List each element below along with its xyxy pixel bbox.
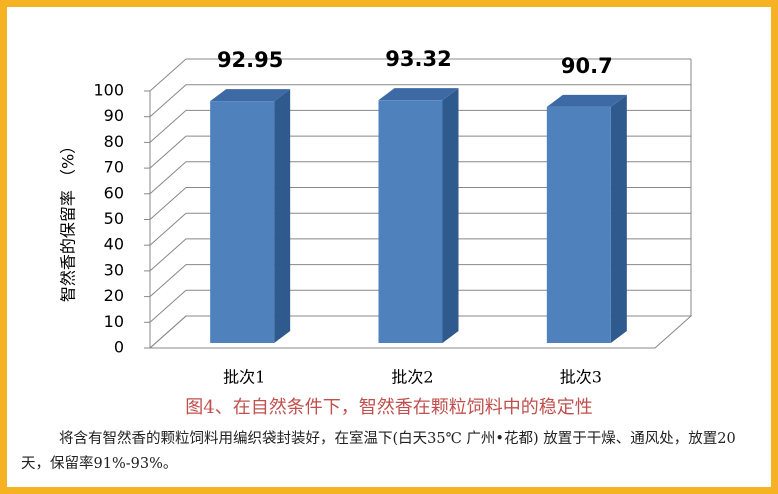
x-tick-label: 批次1 <box>223 368 265 387</box>
value-label: 90.7 <box>561 54 613 78</box>
y-tick-label: 20 <box>104 286 124 305</box>
grid-line <box>149 212 691 246</box>
y-tick-label: 30 <box>104 260 124 279</box>
bar <box>378 100 443 343</box>
grid-line <box>149 84 691 118</box>
bar-side <box>610 94 627 343</box>
bar-side <box>274 89 291 343</box>
y-tick-label: 50 <box>104 209 124 228</box>
x-tick-label: 批次2 <box>391 368 433 387</box>
y-tick-label: 80 <box>104 132 124 151</box>
bar-top <box>210 89 291 102</box>
y-tick-label: 40 <box>104 235 124 254</box>
y-tick-label: 100 <box>93 81 124 100</box>
grid-line <box>149 135 691 169</box>
value-label: 92.95 <box>217 48 283 72</box>
y-tick-label: 70 <box>104 158 124 177</box>
bar-top <box>378 88 459 101</box>
y-axis-title: 智然香的保留率 （%） <box>59 138 78 302</box>
y-tick-label: 60 <box>104 183 124 202</box>
chart: 智然香的保留率 （%） 0 10 20 30 40 50 60 70 80 90 100 批次1 92.… <box>59 47 693 387</box>
bar-side <box>442 88 459 343</box>
grid-line <box>149 58 691 92</box>
grid-line <box>149 161 691 195</box>
value-label: 93.32 <box>385 47 451 71</box>
bar-top <box>546 94 627 107</box>
x-tick-label: 批次3 <box>560 368 602 387</box>
grid-line <box>149 264 691 297</box>
grid-line <box>149 187 691 220</box>
grid-line <box>149 238 691 272</box>
grid-line <box>149 109 691 143</box>
y-tick-label: 90 <box>104 106 124 125</box>
y-tick-label: 0 <box>114 338 124 357</box>
y-tick-label: 10 <box>104 312 124 331</box>
description: 将含有智然香的颗粒饲料用编织袋封装好，在室温下(白天35℃ 广州•花都) 放置于… <box>21 431 736 472</box>
bar <box>546 106 611 343</box>
grid-line <box>149 315 691 349</box>
caption: 图4、在自然条件下，智然香在颗粒饲料中的稳定性 <box>185 397 593 418</box>
grid-line <box>149 289 691 323</box>
bar <box>210 101 275 343</box>
